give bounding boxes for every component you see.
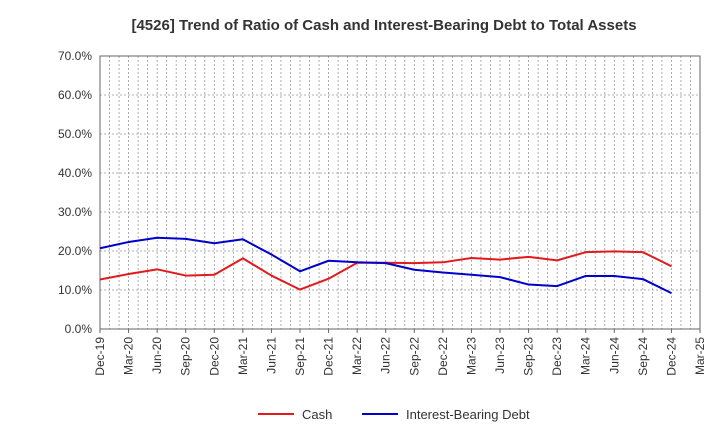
- x-tick-label: Jun-20: [150, 337, 164, 374]
- x-tick-label: Sep-20: [179, 337, 193, 376]
- y-tick-label: 50.0%: [58, 127, 92, 141]
- legend-label: Cash: [302, 407, 332, 422]
- x-tick-label: Jun-22: [379, 337, 393, 374]
- legend: Cash Interest-Bearing Debt: [258, 407, 530, 422]
- x-tick-label: Mar-20: [122, 337, 136, 375]
- y-tick-label: 10.0%: [58, 283, 92, 297]
- grid: [100, 56, 700, 329]
- y-axis: 0.0% 10.0% 20.0% 30.0% 40.0% 50.0% 60.0% 70.0%: [58, 49, 92, 336]
- x-tick-label: Jun-24: [607, 337, 621, 374]
- x-tick-label: Mar-23: [464, 337, 478, 375]
- x-tick-label: Dec-20: [207, 337, 221, 376]
- y-tick-label: 30.0%: [58, 205, 92, 219]
- y-tick-label: 20.0%: [58, 244, 92, 258]
- plot-frame: [99, 55, 701, 330]
- x-tick-label: Mar-21: [236, 337, 250, 375]
- y-tick-label: 60.0%: [58, 88, 92, 102]
- series-line-interest-bearing-debt: [99, 236, 672, 295]
- x-tick-label: Sep-22: [407, 337, 421, 376]
- x-tick-label: Mar-24: [579, 337, 593, 375]
- x-tick-label: Dec-23: [550, 337, 564, 376]
- y-tick-label: 0.0%: [65, 322, 93, 336]
- chart-title: [4526] Trend of Ratio of Cash and Intere…: [131, 17, 636, 34]
- x-tick-label: Dec-24: [664, 337, 678, 376]
- x-tick-label: Sep-21: [293, 337, 307, 376]
- x-tick-label: Dec-22: [436, 337, 450, 376]
- x-tick-label: Mar-25: [693, 337, 707, 375]
- legend-label: Interest-Bearing Debt: [406, 407, 530, 422]
- x-tick-label: Jun-23: [493, 337, 507, 374]
- x-tick-label: Sep-23: [522, 337, 536, 376]
- y-tick-label: 70.0%: [58, 49, 92, 63]
- x-tick-label: Sep-24: [636, 337, 650, 376]
- x-tick-label: Mar-22: [350, 337, 364, 375]
- x-tick-label: Dec-19: [93, 337, 107, 376]
- x-tick-label: Jun-21: [264, 337, 278, 374]
- series-group: [99, 236, 672, 295]
- x-axis: Dec-19 Mar-20 Jun-20 Sep-20 Dec-20 Mar-21 Jun-…: [93, 329, 707, 376]
- y-tick-label: 40.0%: [58, 166, 92, 180]
- x-tick-label: Dec-21: [322, 337, 336, 376]
